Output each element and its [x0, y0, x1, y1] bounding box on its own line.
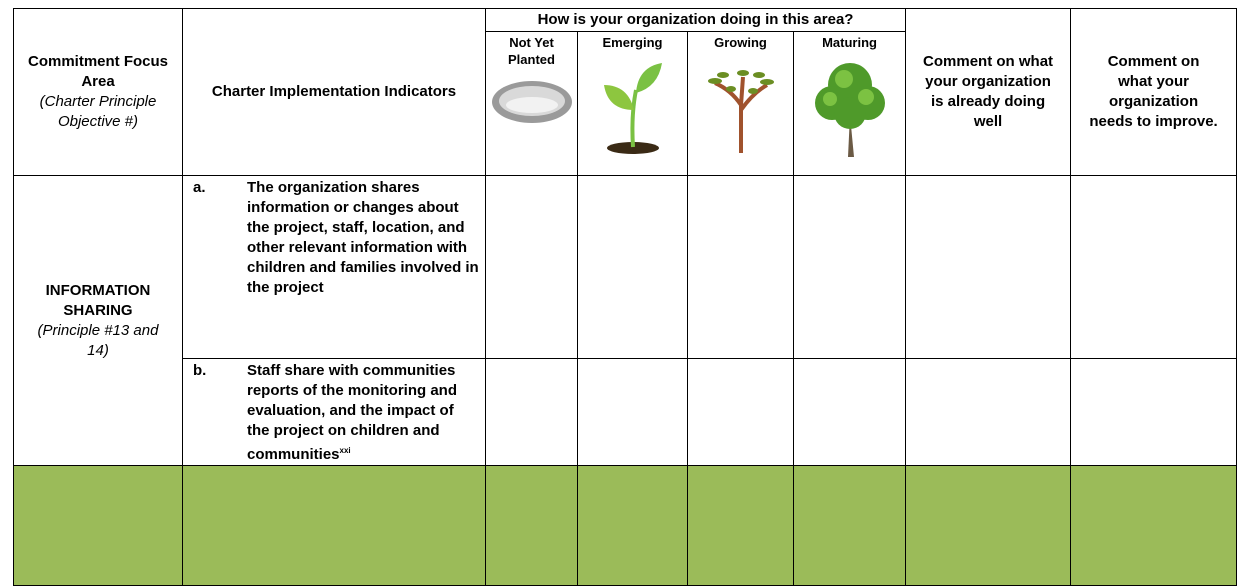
indicator-cell: a. The organization shares information or… [182, 175, 486, 359]
stage-label: Emerging [602, 35, 663, 50]
empty-cell [792, 175, 907, 359]
empty-cell [792, 358, 907, 466]
green-cell [1070, 465, 1238, 586]
indicators-header: Charter Implementation Indicators [182, 8, 486, 176]
comment-improve-header: Comment on what your organization needs … [1070, 8, 1238, 176]
green-cell [13, 465, 183, 586]
stage-label: Maturing [822, 35, 877, 50]
comment-well-header: Comment on what your organization is alr… [905, 8, 1072, 176]
green-cell [792, 465, 907, 586]
focus-area-cell: INFORMATION SHARING (Principle #13 and 1… [13, 175, 183, 466]
empty-cell [577, 175, 688, 359]
empty-cell [905, 175, 1072, 359]
green-cell [905, 465, 1072, 586]
stage-cell: Growing [687, 31, 794, 176]
focus-title: Commitment Focus Area [27, 53, 168, 90]
empty-cell [687, 175, 794, 359]
indicator-cell: b. Staff share with communities reports o… [182, 358, 486, 466]
empty-cell [687, 358, 794, 466]
stage-cell: Not Yet Planted [485, 31, 578, 176]
indicator-letter: b. [193, 362, 207, 379]
stage-label: Not Yet Planted [508, 35, 555, 67]
green-cell [182, 465, 486, 586]
comment-improve: Comment on what your organization needs … [1089, 53, 1218, 130]
empty-cell [1070, 358, 1238, 466]
stage-cell: Maturing [792, 31, 907, 176]
empty-cell [485, 175, 578, 359]
stage-label: Growing [714, 35, 767, 50]
focus-area-title: INFORMATION SHARING [45, 281, 151, 319]
focus-area-subtitle: (Principle #13 and 14) [37, 321, 159, 359]
focus-header: Commitment Focus Area (Charter Principle… [13, 8, 183, 176]
indicators-title: Charter Implementation Indicators [211, 83, 457, 100]
focus-subtitle: (Charter Principle Objective #) [39, 93, 157, 130]
empty-cell [577, 358, 688, 466]
dish-icon [491, 81, 572, 123]
comment-well: Comment on what your organization is alr… [923, 53, 1054, 130]
tree-icon [814, 63, 885, 157]
footnote-ref: xxi [339, 446, 351, 455]
stage-cell: Emerging [577, 31, 688, 176]
empty-cell [485, 358, 578, 466]
rating-group-header: How is your organization doing in this a… [484, 8, 907, 32]
charter-table: Commitment Focus Area (Charter Principle… [13, 8, 1238, 586]
sapling-icon [707, 70, 774, 153]
green-cell [485, 465, 578, 586]
empty-cell [1070, 175, 1238, 359]
green-cell [687, 465, 794, 586]
indicator-text: Staff share with communities reports of … [247, 362, 457, 463]
empty-cell [905, 358, 1072, 466]
indicator-letter: a. [193, 179, 206, 196]
seedling-icon [603, 63, 662, 154]
indicator-text: The organization shares information or c… [247, 179, 479, 296]
green-cell [577, 465, 688, 586]
